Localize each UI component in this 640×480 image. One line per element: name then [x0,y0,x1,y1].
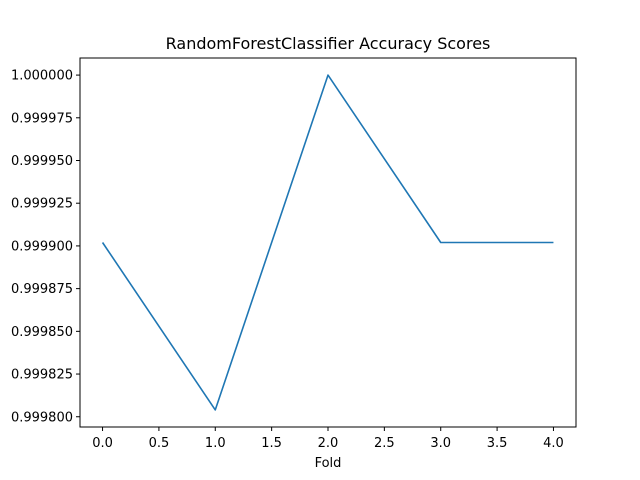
y-tick-label: 0.999975 [11,111,73,126]
x-tick-label: 1.0 [205,436,226,451]
x-tick-label: 3.0 [430,436,451,451]
y-tick-label: 0.999925 [11,197,73,212]
x-tick-label: 0.0 [92,436,113,451]
x-tick-label: 2.5 [374,436,395,451]
series-line-0 [101,74,554,411]
x-axis-label: Fold [315,456,342,471]
y-tick-label: 0.999950 [11,154,73,169]
y-tick-label: 0.999825 [11,368,73,383]
plot-frame [79,57,577,428]
x-tick-label: 0.5 [149,436,170,451]
x-tick-label: 3.5 [487,436,508,451]
chart-title: RandomForestClassifier Accuracy Scores [166,34,491,53]
y-axis: 0.999800 0.999825 0.999850 0.999875 0.999900… [11,69,80,425]
y-tick-label: 0.999900 [11,239,73,254]
y-tick-label: 1.000000 [11,69,73,84]
y-tick-label: 0.999875 [11,282,73,297]
x-axis: 0.0 0.5 1.0 1.5 2.0 2.5 3.0 3.5 4.0 [92,427,564,451]
y-tick-label: 0.999850 [11,325,73,340]
x-tick-label: 1.5 [261,436,282,451]
y-tick-label: 0.999800 [11,410,73,425]
x-tick-label: 4.0 [543,436,564,451]
plot-series [101,74,554,411]
x-tick-label: 2.0 [318,436,339,451]
